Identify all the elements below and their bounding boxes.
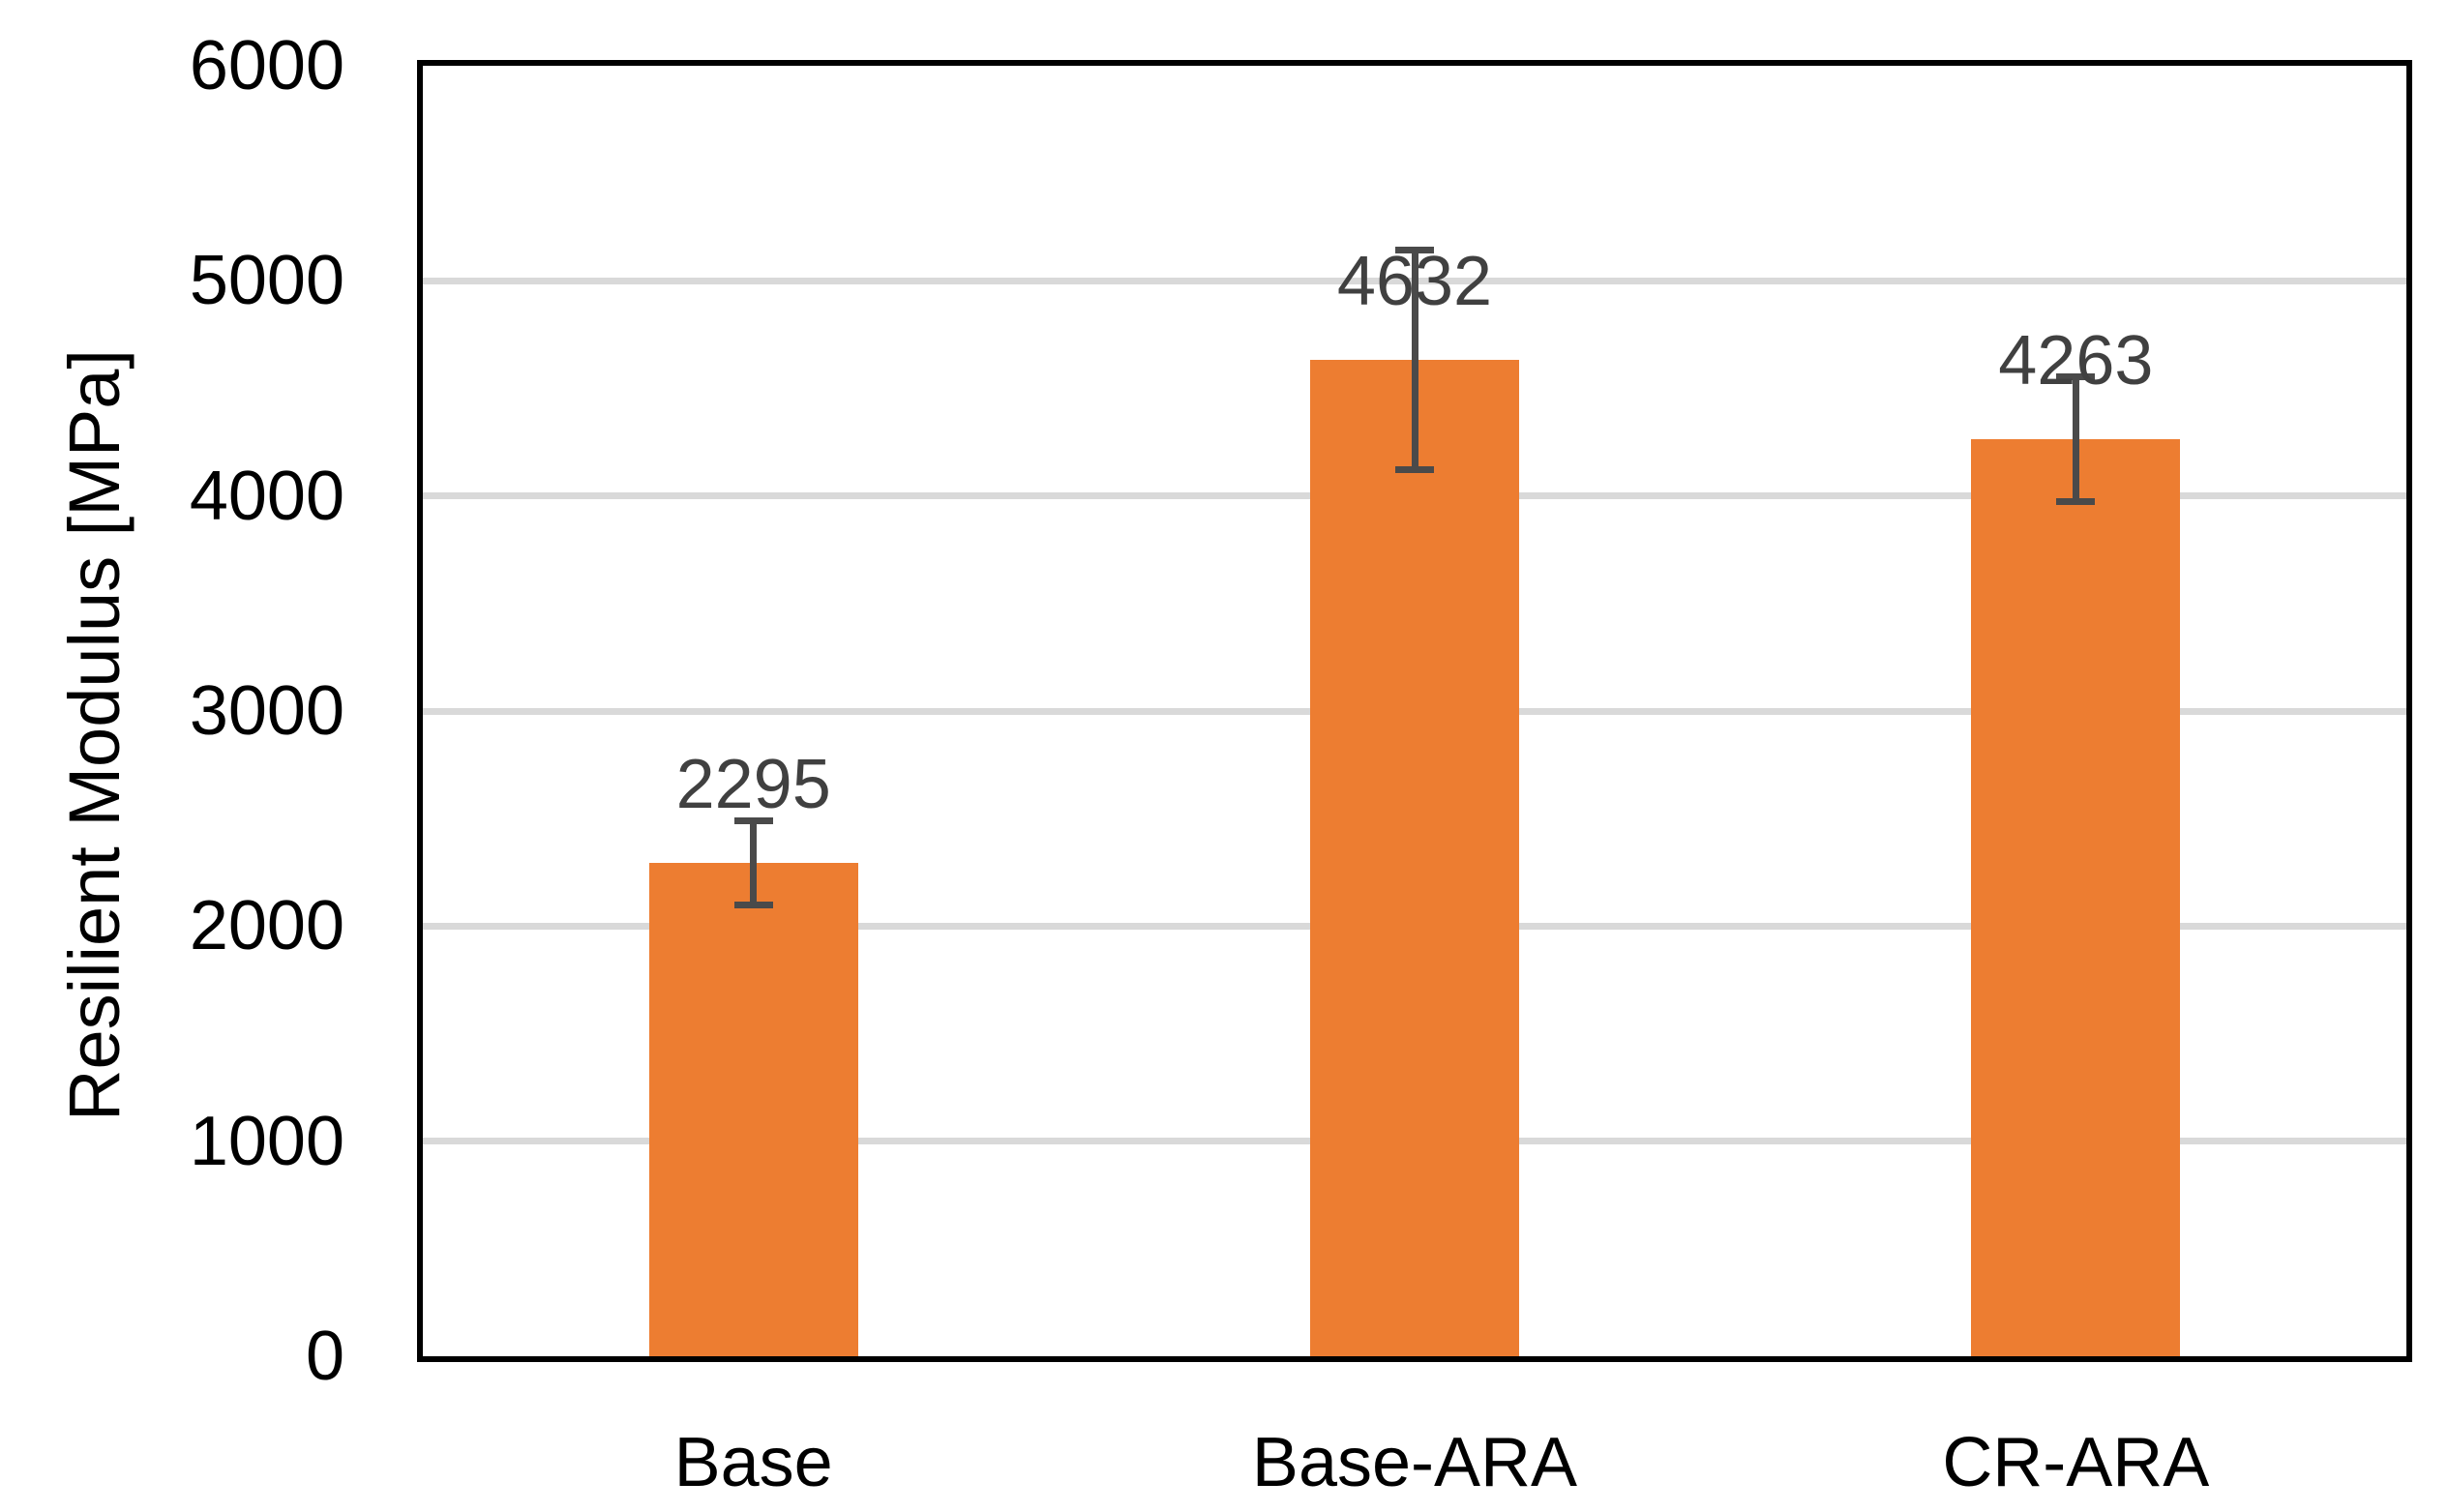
bar-base [648,862,858,1356]
y-tick-label-4000: 4000 [189,457,344,535]
category-label-base-ara: Base-ARA [1251,1424,1578,1501]
y-tick-label-0: 0 [305,1318,344,1395]
plot-area [417,60,2412,1362]
error-bar-base-ara [1411,250,1418,470]
y-tick-label-6000: 6000 [189,27,344,104]
data-label-base: 2295 [675,745,831,823]
y-tick-label-3000: 3000 [189,672,344,750]
error-bar-cap-top-base-ara [1395,247,1434,254]
y-tick-label-1000: 1000 [189,1102,344,1180]
error-bar-cap-top-cr-ara [2056,373,2096,381]
category-label-base: Base [673,1424,833,1501]
error-bar-cap-bottom-base [733,901,773,908]
category-label-cr-ara: CR-ARA [1942,1424,2210,1501]
data-label-cr-ara: 4263 [1998,322,2154,400]
bar-cr-ara [1971,439,2181,1356]
bar-base-ara [1310,360,1519,1356]
error-bar-cr-ara [2072,376,2079,502]
error-bar-cap-bottom-cr-ara [2056,498,2096,506]
y-tick-label-5000: 5000 [189,242,344,320]
error-bar-base [750,820,758,905]
y-tick-label-2000: 2000 [189,887,344,965]
data-label-base-ara: 4632 [1336,243,1493,321]
error-bar-cap-bottom-base-ara [1395,466,1434,474]
error-bar-cap-top-base [733,816,773,824]
